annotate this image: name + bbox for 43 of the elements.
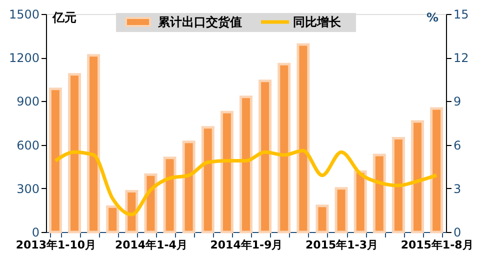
bar [125, 190, 138, 234]
y-tick-label: 600 [16, 138, 40, 152]
bar [411, 120, 424, 234]
x-tick-label: 2015年1-3月 [306, 238, 378, 252]
y-tick-label: 900 [16, 94, 40, 109]
bar [240, 96, 252, 234]
bar [201, 126, 214, 234]
y-axis-title: 亿元 [52, 10, 76, 24]
bar [316, 204, 329, 234]
bar [48, 88, 62, 234]
bar [258, 80, 272, 234]
bar [296, 43, 310, 234]
bar [372, 154, 386, 234]
line-series [54, 148, 438, 216]
bar [430, 107, 444, 234]
bar [163, 156, 176, 234]
bar [354, 170, 367, 234]
y2-tick-label: 15 [454, 8, 469, 22]
y-tick-label: 0 [32, 226, 40, 240]
bar [334, 187, 348, 234]
legend-label: 累计出口交货值 [157, 15, 242, 29]
x-tick-label: 2013年1-10月 [16, 238, 96, 252]
bar [144, 173, 158, 234]
y2-tick-label: 0 [454, 226, 462, 240]
bar [392, 137, 405, 234]
x-tick-label: 2014年1-9月 [210, 238, 283, 252]
y2-axis-title: % [426, 10, 438, 24]
bar [220, 110, 234, 234]
y-tick-label: 1500 [8, 8, 40, 22]
bar [278, 62, 291, 234]
y2-tick-label: 12 [454, 51, 469, 66]
y2-tick-label: 9 [454, 94, 462, 109]
y-tick-label: 1200 [8, 51, 40, 66]
x-tick-label: 2014年1-4月 [114, 238, 188, 252]
y-tick-label: 300 [16, 182, 40, 196]
bar [182, 140, 196, 234]
bar [106, 205, 120, 234]
y2-tick-label: 6 [454, 138, 462, 152]
bar [87, 54, 100, 234]
bar [68, 73, 81, 234]
legend-label: 同比增长 [293, 15, 342, 29]
y2-tick-label: 3 [454, 182, 462, 196]
x-tick-label: 2015年1-8月 [400, 238, 474, 252]
